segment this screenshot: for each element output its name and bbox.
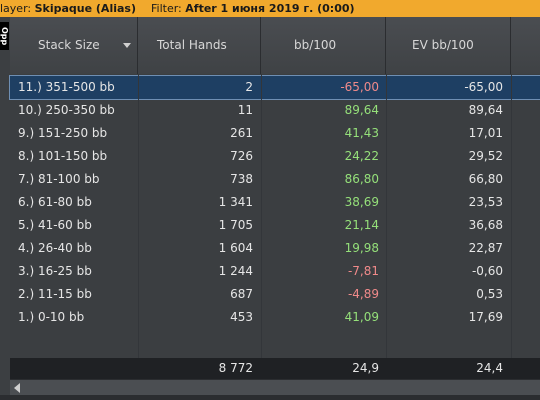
total-hands-cell: 11 [237,103,253,117]
stack-size-cell: 11.) 351-500 bb [18,80,115,94]
bb100-cell: 41,43 [344,126,379,140]
total-hands-cell: 261 [230,126,253,140]
stack-size-cell: 4.) 26-40 bb [18,241,92,255]
total-hands-cell: 1 705 [218,218,253,232]
column-header-label: EV bb/100 [412,38,474,52]
stack-size-cell: 10.) 250-350 bb [18,103,115,117]
total-hands-cell: 2 [245,80,253,94]
ev-bb100-cell: 22,87 [468,241,503,255]
total-hands-cell: 1 341 [218,195,253,209]
total-ev-bb100: 24,4 [476,361,503,375]
column-divider [511,74,512,358]
column-header-label: bb/100 [294,38,337,52]
total-bb100: 24,9 [352,361,379,375]
table-row[interactable]: 3.) 16-25 bb 1 244 -7,81 -0,60 [10,260,540,283]
bottom-border [0,395,540,400]
bb100-cell: 21,14 [344,218,379,232]
stack-size-cell: 1.) 0-10 bb [18,310,85,324]
column-header-label: Stack Size [38,38,100,52]
bb100-cell: -65,00 [340,80,379,94]
filter-label: Filter: [151,2,182,15]
table-row[interactable]: 2.) 11-15 bb 687 -4,89 0,53 [10,283,540,306]
column-header-stack-size[interactable]: Stack Size [10,17,138,74]
column-header-extra [511,17,540,74]
table-totals-row: 8 772 24,9 24,4 [10,358,540,379]
stack-size-cell: 7.) 81-100 bb [18,172,100,186]
table-row[interactable]: 7.) 81-100 bb 738 86,80 66,80 [10,168,540,191]
table-row[interactable]: 9.) 151-250 bb 261 41,43 17,01 [10,122,540,145]
filter-value[interactable]: After 1 июня 2019 г. (0:00) [185,2,355,15]
column-divider [386,74,387,358]
left-gutter [0,50,10,395]
column-header-total-hands[interactable]: Total Hands [138,17,261,74]
ev-bb100-cell: 36,68 [468,218,503,232]
table-row[interactable]: 4.) 26-40 bb 1 604 19,98 22,87 [10,237,540,260]
player-label: layer: [0,2,32,15]
ev-bb100-cell: -65,00 [464,80,503,94]
ev-bb100-cell: 23,53 [468,195,503,209]
total-hands-cell: 726 [230,149,253,163]
stack-size-cell: 8.) 101-150 bb [18,149,108,163]
table-row[interactable]: 10.) 250-350 bb 11 89,64 89,64 [10,99,540,122]
column-divider [261,74,262,358]
table-body: 11.) 351-500 bb 2 -65,00 -65,00 10.) 250-350… [9,74,540,358]
total-hands-cell: 687 [230,287,253,301]
total-hands-cell: 453 [230,310,253,324]
column-divider [138,74,139,358]
stack-size-cell: 6.) 61-80 bb [18,195,92,209]
dropdown-arrow-icon[interactable] [123,43,131,48]
table-row[interactable]: 6.) 61-80 bb 1 341 38,69 23,53 [10,191,540,214]
bb100-cell: -7,81 [347,264,379,278]
total-hands: 8 772 [218,361,253,375]
ev-bb100-cell: 66,80 [468,172,503,186]
table-header: Stack Size Total Hands bb/100 EV bb/100 [10,17,540,75]
column-header-label: Total Hands [157,38,227,52]
total-hands-cell: 1 604 [218,241,253,255]
stack-size-cell: 5.) 41-60 bb [18,218,92,232]
scroll-left-icon[interactable] [14,383,20,393]
player-name[interactable]: Skipaque (Alias) [34,2,136,15]
ev-bb100-cell: 17,01 [468,126,503,140]
side-tab[interactable]: Opp [0,22,9,50]
horizontal-scrollbar[interactable] [10,379,540,395]
bb100-cell: 38,69 [344,195,379,209]
ev-bb100-cell: 89,64 [468,103,503,117]
ev-bb100-cell: 0,53 [476,287,503,301]
total-hands-cell: 738 [230,172,253,186]
table-row[interactable]: 5.) 41-60 bb 1 705 21,14 36,68 [10,214,540,237]
total-hands-cell: 1 244 [218,264,253,278]
column-header-ev-bb100[interactable]: EV bb/100 [386,17,511,74]
bb100-cell: 24,22 [344,149,379,163]
table-row[interactable]: 1.) 0-10 bb 453 41,09 17,69 [10,306,540,329]
bb100-cell: 86,80 [344,172,379,186]
ev-bb100-cell: 17,69 [468,310,503,324]
bb100-cell: 41,09 [344,310,379,324]
table-row[interactable]: 8.) 101-150 bb 726 24,22 29,52 [10,145,540,168]
bb100-cell: -4,89 [347,287,379,301]
stack-size-cell: 9.) 151-250 bb [18,126,108,140]
filter-bar: layer: Skipaque (Alias) Filter: After 1 … [0,0,540,17]
ev-bb100-cell: -0,60 [471,264,503,278]
bb100-cell: 19,98 [344,241,379,255]
table-row[interactable]: 11.) 351-500 bb 2 -65,00 -65,00 [9,75,540,100]
stack-size-cell: 2.) 11-15 bb [18,287,92,301]
bb100-cell: 89,64 [344,103,379,117]
ev-bb100-cell: 29,52 [468,149,503,163]
stack-size-cell: 3.) 16-25 bb [18,264,92,278]
column-header-bb100[interactable]: bb/100 [261,17,386,74]
